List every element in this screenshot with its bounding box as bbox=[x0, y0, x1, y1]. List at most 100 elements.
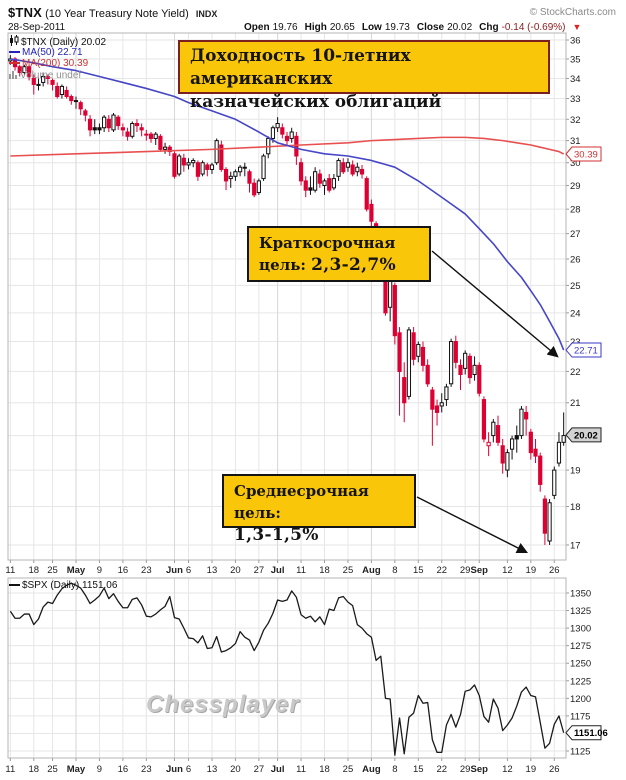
svg-text:26: 26 bbox=[570, 255, 581, 266]
volume-bars-icon bbox=[9, 70, 17, 79]
ma50-line bbox=[10, 58, 565, 351]
svg-text:1225: 1225 bbox=[570, 676, 591, 687]
annotation-mid-term-box: Среднесрочная цель: 1,3-1,5% bbox=[222, 474, 416, 545]
svg-text:15: 15 bbox=[413, 764, 424, 775]
svg-text:27: 27 bbox=[254, 565, 265, 576]
svg-text:33: 33 bbox=[570, 94, 581, 105]
short-term-line1: Краткосрочная bbox=[259, 234, 396, 252]
svg-text:11: 11 bbox=[5, 764, 15, 775]
watermark-text: Chessplayer bbox=[146, 691, 300, 718]
moving-averages-layer bbox=[10, 58, 565, 351]
svg-text:25: 25 bbox=[343, 565, 354, 576]
price-tags-layer: 30.39 22.71 20.02 1151.06 bbox=[565, 146, 608, 741]
annotation-title-box: Доходность 10-летних американских казнач… bbox=[178, 40, 550, 112]
quote-low-label: Low bbox=[361, 22, 382, 33]
tnx-legend-label: $TNX (Daily) 20.02 bbox=[21, 37, 107, 48]
svg-text:24: 24 bbox=[570, 308, 581, 319]
svg-text:Sep: Sep bbox=[471, 565, 489, 576]
short-term-target-value: 2,3-2,7% bbox=[311, 255, 396, 275]
svg-text:30.39: 30.39 bbox=[574, 150, 598, 161]
svg-text:25: 25 bbox=[47, 764, 58, 775]
annotation-short-term-box: Краткосрочная цель: 2,3-2,7% bbox=[247, 226, 431, 282]
svg-text:13: 13 bbox=[207, 764, 218, 775]
change-down-triangle-icon: ▼ bbox=[572, 22, 582, 32]
svg-text:11: 11 bbox=[5, 565, 15, 576]
candlestick-icon bbox=[10, 35, 19, 46]
svg-text:18: 18 bbox=[319, 565, 330, 576]
quote-open-label: Open bbox=[244, 22, 270, 33]
svg-text:21: 21 bbox=[570, 398, 581, 409]
quote-open-value: 19.76 bbox=[272, 22, 298, 33]
svg-text:1250: 1250 bbox=[570, 659, 591, 670]
svg-text:8: 8 bbox=[392, 764, 397, 775]
svg-text:Aug: Aug bbox=[362, 565, 381, 576]
svg-text:19: 19 bbox=[526, 764, 537, 775]
tnx-legend: $TNX (Daily) 20.02 MA(50) 22.71 MA(200) … bbox=[9, 35, 106, 81]
svg-text:16: 16 bbox=[118, 565, 129, 576]
chart-header: $TNX (10 Year Treasury Note Yield) INDX bbox=[8, 5, 217, 20]
svg-text:27: 27 bbox=[570, 229, 581, 240]
quote-chg-label: Chg bbox=[479, 22, 499, 33]
spx-price-line bbox=[9, 582, 565, 756]
candles-layer bbox=[8, 55, 566, 545]
svg-text:Jul: Jul bbox=[271, 565, 285, 576]
axis-labels-layer: 36 35 34 33 32 31 30 29 28 27 26 25 24 23 22 21 20 19 18 17… bbox=[5, 36, 591, 776]
ohlc-quote-line: Open 19.76 High 20.65 Low 19.73 Close 20.02 Chg -… bbox=[244, 22, 581, 33]
spx-legend: $SPX (Daily) 1151.06 bbox=[9, 580, 117, 591]
svg-text:6: 6 bbox=[186, 565, 191, 576]
svg-text:12: 12 bbox=[502, 764, 513, 775]
svg-text:18: 18 bbox=[29, 764, 40, 775]
ma50-line-icon bbox=[9, 50, 20, 53]
svg-text:23: 23 bbox=[570, 337, 581, 348]
svg-text:31: 31 bbox=[570, 136, 581, 147]
svg-text:1275: 1275 bbox=[570, 641, 591, 652]
short-term-prefix: цель: bbox=[259, 256, 312, 274]
svg-text:1350: 1350 bbox=[570, 589, 591, 600]
gridlines-layer bbox=[8, 33, 569, 761]
short-term-line2: цель: 2,3-2,7% bbox=[259, 254, 419, 276]
svg-text:16: 16 bbox=[118, 764, 129, 775]
quote-low-value: 19.73 bbox=[384, 22, 410, 33]
svg-text:13: 13 bbox=[207, 565, 218, 576]
svg-text:29: 29 bbox=[460, 764, 471, 775]
svg-text:35: 35 bbox=[570, 54, 581, 65]
quote-date: 28-Sep-2011 bbox=[8, 22, 66, 33]
svg-text:Jul: Jul bbox=[271, 764, 285, 775]
svg-text:22: 22 bbox=[570, 367, 581, 378]
ma200-legend-label: MA(200) 30.39 bbox=[22, 58, 89, 69]
svg-text:18: 18 bbox=[570, 502, 581, 513]
quote-high-label: High bbox=[304, 22, 327, 33]
svg-text:1175: 1175 bbox=[570, 711, 590, 722]
symbol-ticker: $TNX bbox=[8, 5, 43, 20]
ma50-legend-row: MA(50) 22.71 bbox=[9, 47, 106, 59]
svg-text:28: 28 bbox=[570, 205, 581, 216]
svg-text:25: 25 bbox=[570, 281, 581, 292]
svg-text:25: 25 bbox=[47, 565, 58, 576]
symbol-name: (10 Year Treasury Note Yield) bbox=[45, 8, 189, 20]
quote-close-label: Close bbox=[416, 22, 445, 33]
annotation-arrows-layer bbox=[416, 250, 559, 554]
volume-legend-row: Volume undef bbox=[9, 70, 106, 82]
annotation-title-line2: казначейских облигаций bbox=[190, 92, 442, 112]
svg-text:18: 18 bbox=[319, 764, 330, 775]
svg-text:15: 15 bbox=[413, 565, 424, 576]
svg-text:11: 11 bbox=[296, 764, 306, 775]
svg-text:20: 20 bbox=[230, 565, 241, 576]
ma50-legend-label: MA(50) 22.71 bbox=[22, 46, 83, 58]
quote-close-value: 20.02 bbox=[447, 22, 473, 33]
svg-text:22: 22 bbox=[436, 565, 447, 576]
mid-term-line1: Среднесрочная цель: bbox=[234, 482, 369, 522]
svg-text:32: 32 bbox=[570, 115, 581, 126]
svg-text:Jun: Jun bbox=[166, 764, 183, 775]
svg-text:1200: 1200 bbox=[570, 694, 591, 705]
svg-text:1151.06: 1151.06 bbox=[574, 728, 608, 739]
svg-text:26: 26 bbox=[549, 764, 560, 775]
svg-text:19: 19 bbox=[570, 466, 581, 477]
quote-chg-value: -0.14 (-0.69%) bbox=[501, 22, 566, 33]
svg-text:9: 9 bbox=[97, 764, 102, 775]
svg-text:22.71: 22.71 bbox=[574, 346, 598, 357]
ma200-line-icon bbox=[9, 62, 20, 65]
svg-text:12: 12 bbox=[502, 565, 513, 576]
svg-text:26: 26 bbox=[549, 565, 560, 576]
